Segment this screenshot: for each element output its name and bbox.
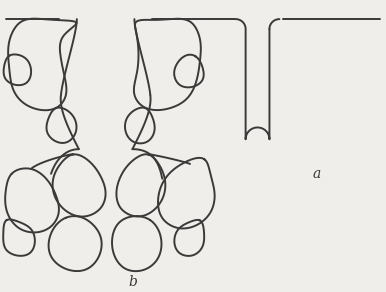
Text: a: a (313, 167, 321, 181)
Text: b: b (128, 275, 137, 289)
